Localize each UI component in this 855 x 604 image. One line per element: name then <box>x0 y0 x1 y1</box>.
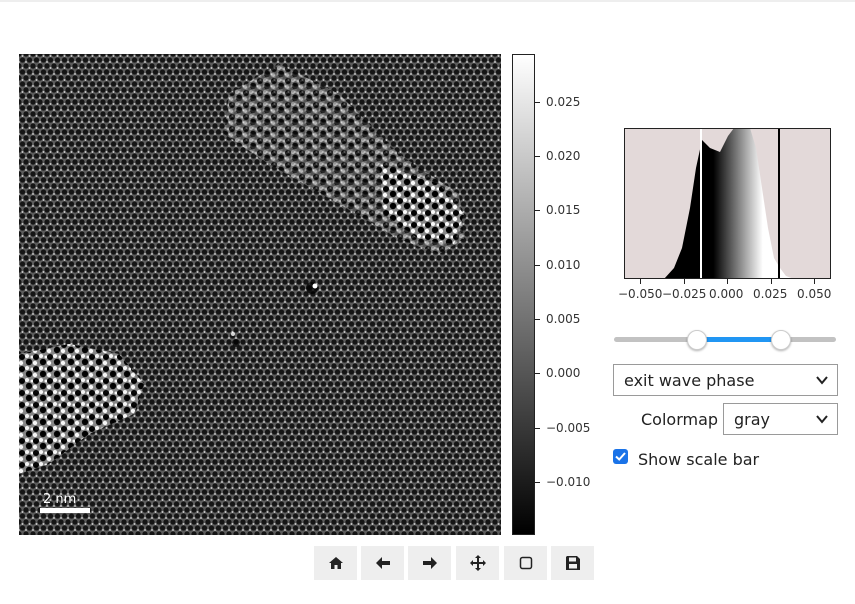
colorbar-tick-label: 0.025 <box>546 95 581 109</box>
colorbar-tick-label: 0.015 <box>546 203 581 217</box>
save-icon <box>565 556 580 570</box>
colorbar-tick-label: 0.020 <box>546 149 581 163</box>
colorbar-tick-label: 0.010 <box>546 258 581 272</box>
colorbar <box>512 54 535 535</box>
forward-button[interactable] <box>408 546 451 580</box>
colorbar-tick-label: −0.010 <box>546 475 591 489</box>
histogram-tick <box>814 279 815 284</box>
forward-arrow-icon <box>422 557 437 569</box>
chevron-down-icon <box>816 415 828 424</box>
range-slider-max-handle[interactable] <box>771 330 791 350</box>
lattice-image <box>19 54 501 535</box>
colorbar-tick-label: 0.000 <box>546 366 581 380</box>
colormap-select[interactable]: gray <box>723 403 838 435</box>
scale-bar <box>40 508 90 513</box>
histogram-tick <box>771 279 772 284</box>
scale-bar-label: 2 nm <box>43 492 77 507</box>
save-button[interactable] <box>551 546 594 580</box>
histogram-plot[interactable] <box>624 128 831 279</box>
colorbar-tick <box>535 265 540 266</box>
colorbar-tick <box>535 319 540 320</box>
show-scale-bar-label: Show scale bar <box>638 450 760 469</box>
colorbar-tick <box>535 482 540 483</box>
zoom-rect-icon <box>519 556 532 570</box>
pan-icon <box>469 555 486 571</box>
colorbar-tick <box>535 210 540 211</box>
histogram-tick-label: 0.050 <box>797 287 832 301</box>
range-slider-min-handle[interactable] <box>687 330 707 350</box>
colorbar-tick <box>535 428 540 429</box>
histogram-tick-label: 0.025 <box>753 287 788 301</box>
pan-button[interactable] <box>456 546 499 580</box>
show-scale-bar-checkbox[interactable] <box>613 449 628 464</box>
histogram-tick-label: 0.000 <box>709 287 744 301</box>
checkmark-icon <box>615 452 626 461</box>
home-icon <box>328 557 343 569</box>
histogram-tick <box>640 279 641 284</box>
home-button[interactable] <box>314 546 357 580</box>
zoom-rect-button[interactable] <box>504 546 547 580</box>
colormap-select-value: gray <box>734 409 771 429</box>
colormap-label: Colormap <box>641 410 719 429</box>
colorbar-tick <box>535 373 540 374</box>
colorbar-tick <box>535 156 540 157</box>
range-slider-fill <box>696 337 780 342</box>
colorbar-tick-label: −0.005 <box>546 421 591 435</box>
colorbar-tick-label: 0.005 <box>546 312 581 326</box>
micrograph-image[interactable]: 2 nm <box>19 54 501 535</box>
top-divider <box>0 0 855 2</box>
histogram-tick <box>684 279 685 284</box>
histogram-tick <box>727 279 728 284</box>
histogram-tick-label: −0.050 <box>618 287 663 301</box>
back-arrow-icon <box>375 557 390 569</box>
colorbar-tick <box>535 102 540 103</box>
histogram-svg <box>624 128 831 279</box>
histogram-tick-label: −0.025 <box>662 287 707 301</box>
view-select-value: exit wave phase <box>624 370 755 390</box>
view-select[interactable]: exit wave phase <box>613 364 838 396</box>
back-button[interactable] <box>361 546 404 580</box>
chevron-down-icon <box>816 376 828 385</box>
